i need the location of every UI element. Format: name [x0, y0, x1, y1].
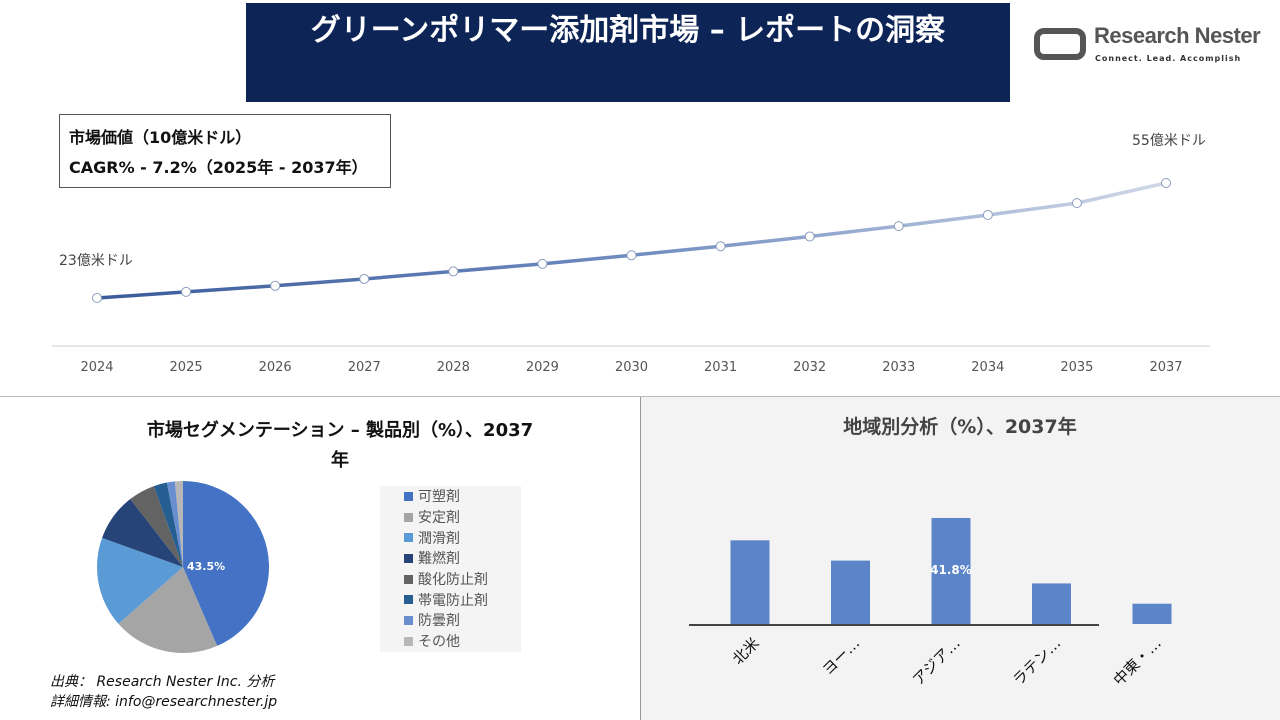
legend-label: 難燃剤: [418, 551, 460, 568]
bar-chart-title: 地域別分析（%）、2037年: [843, 416, 1077, 438]
legend-item: 難燃剤: [404, 548, 521, 569]
x-tick-label: 2033: [882, 360, 915, 375]
data-point: [359, 273, 370, 284]
data-point: [1161, 178, 1171, 188]
region-label: アジア…: [909, 634, 964, 689]
x-tick-label: 2032: [793, 360, 826, 375]
market-value-line-chart: 2024 2025 2026 2027 2028 2029 2030 2031 2032 2033…: [52, 178, 1210, 375]
x-tick-label: 2030: [615, 360, 648, 375]
pie-slice: [166, 481, 183, 567]
market-info-box: 市場価値（10億米ドル） CAGR% - 7.2%（2025年 - 2037年）: [59, 114, 391, 188]
x-tick-label: 2024: [80, 360, 113, 375]
regional-bar-chart: 北米 ヨー… 41.8% アジア… ラテン… 中東・…: [689, 518, 1172, 689]
data-point: [715, 241, 726, 252]
x-tick-label: 2026: [259, 360, 292, 375]
pie-chart-title: 市場セグメンテーション – 製品別（%）、2037年: [146, 420, 534, 471]
x-tick-label: 2037: [1149, 360, 1182, 375]
legend-swatch: [404, 553, 413, 563]
legend-label: 酸化防止剤: [418, 572, 488, 589]
legend-swatch: [404, 636, 413, 646]
legend-label: 潤滑剤: [418, 530, 460, 547]
legend-item: 潤滑剤: [404, 527, 521, 548]
data-point: [270, 280, 281, 291]
legend-swatch: [404, 574, 413, 584]
region-bar: [831, 560, 870, 624]
pie-slice: [97, 537, 183, 624]
pie-slice: [102, 499, 183, 567]
bar-data-label: 41.8%: [930, 563, 972, 577]
x-tick-label: 2031: [704, 360, 737, 375]
region-bar: [1032, 583, 1071, 624]
research-nester-logo: Research Nester Connect. Lead. Accomplis…: [1034, 24, 1264, 68]
region-label: 北米: [729, 634, 763, 668]
logo-tagline: Connect. Lead. Accomplish: [1095, 54, 1242, 63]
market-value-label: 市場価値（10億米ドル）: [69, 128, 252, 147]
logo-name: Research Nester: [1094, 23, 1261, 48]
legend-item: 安定剤: [404, 507, 521, 528]
legend-label: 帯電防止剤: [418, 592, 488, 609]
legend-label: 安定剤: [418, 510, 460, 527]
end-value-label: 55億米ドル: [1132, 133, 1206, 149]
region-label: ラテン…: [1009, 634, 1064, 689]
legend-swatch: [404, 533, 413, 543]
legend-item: その他: [404, 631, 521, 652]
legend-swatch: [404, 615, 413, 625]
region-bar: [1132, 603, 1172, 624]
x-tick-label: 2029: [526, 360, 559, 375]
data-point: [626, 250, 637, 261]
legend-item: 酸化防止剤: [404, 569, 521, 590]
legend-label: 可塑剤: [418, 489, 460, 506]
source-line: 出典： Research Nester Inc. 分析: [50, 674, 275, 690]
legend-label: 防曇剤: [418, 613, 460, 630]
x-tick-label: 2035: [1060, 360, 1093, 375]
pie-slice: [153, 482, 183, 567]
legend-item: 帯電防止剤: [404, 589, 521, 610]
contact-line: 詳細情報: info@researchnester.jp: [50, 694, 278, 710]
pie-slice: [174, 481, 183, 567]
data-point: [537, 258, 548, 269]
data-point: [92, 293, 102, 303]
pie-slice: [118, 567, 218, 653]
x-tick-label: 2034: [971, 360, 1004, 375]
region-bar: [730, 540, 770, 624]
segment-pie-chart: 43.5%: [97, 481, 269, 653]
data-point: [982, 209, 993, 220]
cagr-label: CAGR% - 7.2%（2025年 - 2037年）: [69, 158, 368, 177]
logo-mark-icon: [1034, 28, 1086, 60]
legend-swatch: [404, 491, 413, 501]
report-title: グリーンポリマー添加剤市場 – レポートの洞察: [246, 3, 1010, 102]
section-divider: [0, 396, 1280, 397]
legend-item: 防曇剤: [404, 610, 521, 631]
pie-slice: [130, 486, 183, 567]
data-point: [181, 286, 192, 297]
legend-swatch: [404, 595, 413, 605]
data-point: [1071, 198, 1082, 209]
pie-data-label: 43.5%: [187, 560, 225, 573]
x-tick-label: 2028: [437, 360, 470, 375]
pie-slice: [183, 481, 269, 646]
legend-item: 可塑剤: [404, 486, 521, 507]
data-point: [804, 231, 815, 242]
start-value-label: 23億米ドル: [59, 253, 133, 269]
x-tick-label: 2027: [348, 360, 381, 375]
x-tick-label: 2025: [170, 360, 203, 375]
legend-swatch: [404, 512, 413, 522]
source-note: 出典： Research Nester Inc. 分析 詳細情報: info@r…: [50, 672, 277, 712]
region-label: 中東・…: [1110, 634, 1165, 689]
pie-legend: 可塑剤安定剤潤滑剤難燃剤酸化防止剤帯電防止剤防曇剤その他: [380, 486, 521, 652]
region-label: ヨー…: [819, 634, 864, 679]
data-point: [448, 266, 459, 277]
region-bar: [931, 518, 971, 624]
legend-label: その他: [418, 634, 460, 651]
market-value-line: [96, 181, 1167, 300]
data-point: [893, 221, 904, 232]
